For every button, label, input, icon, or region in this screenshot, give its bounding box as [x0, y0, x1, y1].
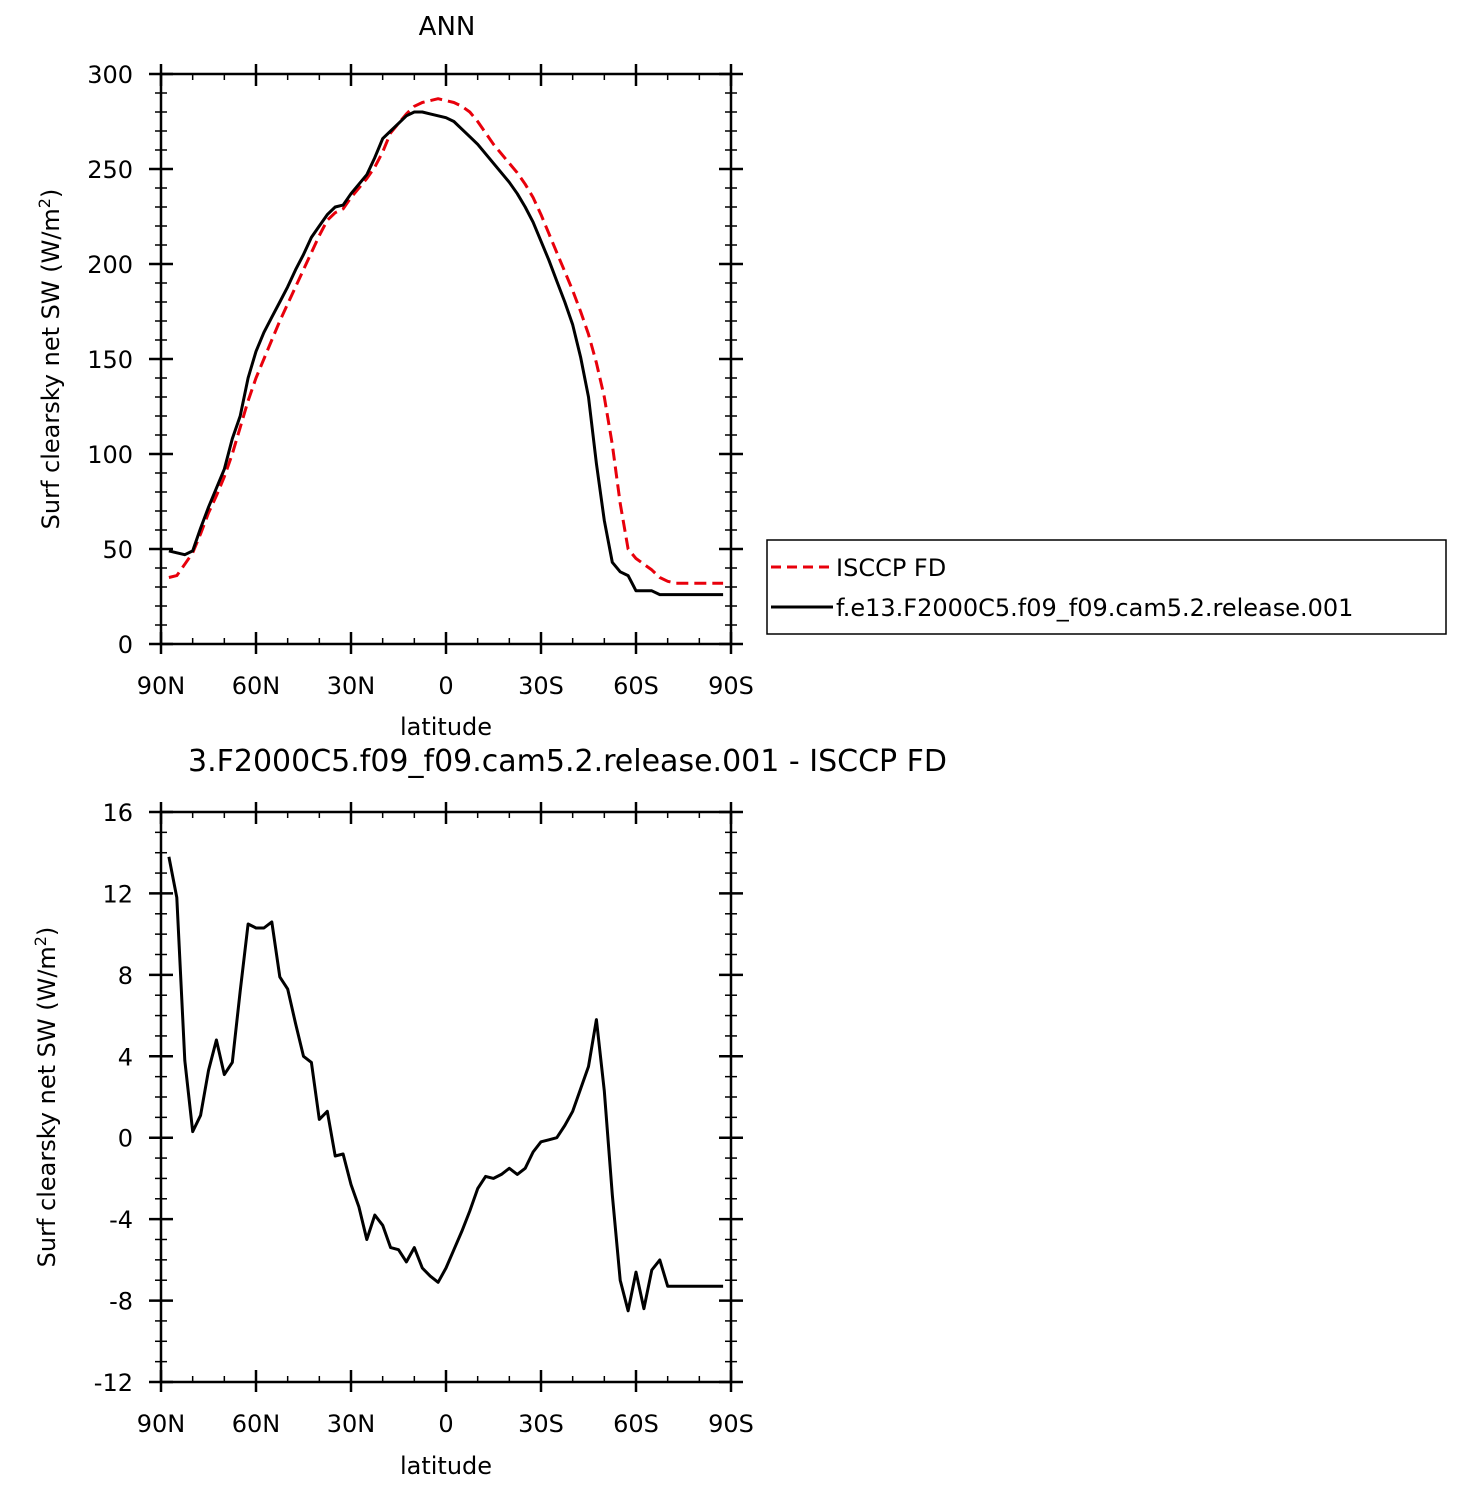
- top-plot-frame: [159, 72, 733, 646]
- bottom-y-tick-label: 0: [118, 1125, 133, 1153]
- top-x-tick-label: 30N: [327, 672, 376, 700]
- bottom-y-axis-label: Surf clearsky net SW (W/m2): [31, 927, 61, 1268]
- top-chart-title: ANN: [419, 12, 476, 42]
- bottom-x-tick-labels: 90N 60N 30N 0 30S 60S 90S: [137, 1410, 754, 1438]
- top-y-tick-label: 200: [87, 251, 133, 279]
- top-y-tick-label: 100: [87, 441, 133, 469]
- bottom-x-axis-label: latitude: [400, 1452, 492, 1480]
- top-y-tick-label: 150: [87, 346, 133, 374]
- top-x-tick-label: 90S: [708, 672, 754, 700]
- bottom-y-tick-label: -8: [109, 1288, 133, 1316]
- top-y-tick-label: 0: [118, 631, 133, 659]
- legend-box: [766, 539, 1447, 635]
- top-x-tick-label: 60N: [232, 672, 281, 700]
- bottom-y-tick-label: 12: [102, 880, 133, 908]
- bottom-y-tick-label: -4: [109, 1206, 133, 1234]
- top-x-tick-label: 0: [438, 672, 453, 700]
- bottom-series-line-0: [167, 856, 724, 1313]
- bottom-y-tick-label: 16: [102, 799, 133, 827]
- legend-label-model: f.e13.F2000C5.f09_f09.cam5.2.release.001: [836, 594, 1353, 622]
- legend: ISCCP FD f.e13.F2000C5.f09_f09.cam5.2.re…: [766, 539, 1447, 635]
- top-x-tick-label: 90N: [137, 672, 186, 700]
- bottom-x-tick-label: 0: [438, 1410, 453, 1438]
- bottom-y-tick-labels: -12 -8 -4 0 4 8 12 16: [94, 799, 133, 1397]
- bottom-x-tick-label: 90N: [137, 1410, 186, 1438]
- bottom-panel: 3.F2000C5.f09_f09.cam5.2.release.001 - I…: [31, 744, 947, 1480]
- top-y-axis-label: Surf clearsky net SW (W/m2): [35, 189, 65, 530]
- bottom-x-tick-label: 60N: [232, 1410, 281, 1438]
- top-x-tick-label: 30S: [518, 672, 564, 700]
- top-series-line-0: [168, 97, 724, 585]
- bottom-y-tick-label: 8: [118, 962, 133, 990]
- bottom-axis-ticks: [149, 802, 743, 1392]
- bottom-chart-title: 3.F2000C5.f09_f09.cam5.2.release.001 - I…: [188, 744, 947, 779]
- bottom-y-tick-label: 4: [118, 1043, 133, 1071]
- bottom-y-tick-label: -12: [94, 1369, 133, 1397]
- top-x-axis-label: latitude: [400, 713, 492, 741]
- top-y-tick-label: 300: [87, 61, 133, 89]
- bottom-x-tick-label: 30N: [327, 1410, 376, 1438]
- bottom-x-tick-label: 30S: [518, 1410, 564, 1438]
- top-y-tick-label: 250: [87, 156, 133, 184]
- bottom-x-tick-label: 60S: [613, 1410, 659, 1438]
- bottom-x-tick-label: 90S: [708, 1410, 754, 1438]
- top-x-tick-labels: 90N 60N 30N 0 30S 60S 90S: [137, 672, 754, 700]
- legend-label-isccp: ISCCP FD: [836, 554, 946, 582]
- top-y-tick-labels: 0 50 100 150 200 250 300: [87, 61, 133, 659]
- top-x-tick-label: 60S: [613, 672, 659, 700]
- top-axis-ticks: [149, 64, 743, 654]
- top-series-lines: [168, 97, 724, 597]
- top-y-tick-label: 50: [102, 536, 133, 564]
- bottom-series-lines: [167, 856, 724, 1313]
- top-series-line-1: [168, 110, 724, 597]
